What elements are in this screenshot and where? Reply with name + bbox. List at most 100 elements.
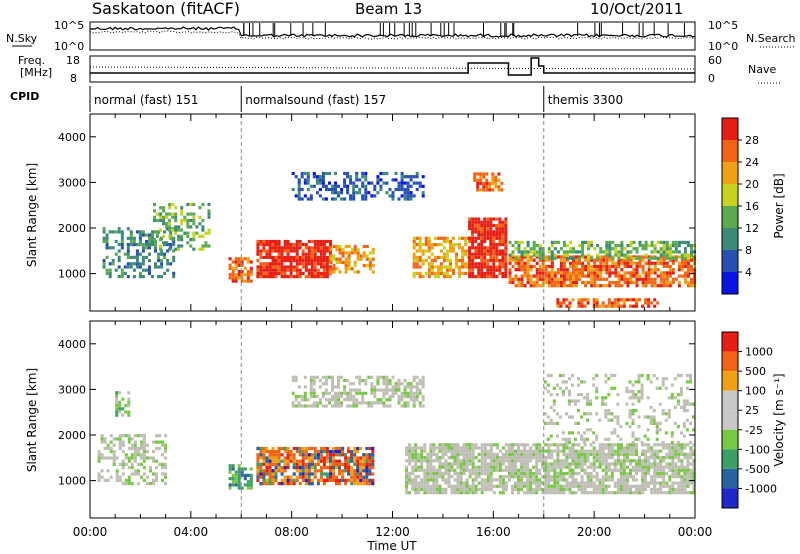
- scatter-cell: [562, 484, 566, 488]
- scatter-cell: [668, 452, 672, 456]
- scatter-cell: [520, 255, 524, 259]
- scatter-cell: [307, 271, 311, 275]
- scatter-cell: [452, 271, 455, 275]
- scatter-cell: [268, 271, 272, 275]
- scatter-cell: [331, 378, 334, 383]
- scatter-cell: [541, 452, 545, 456]
- scatter-cell: [661, 412, 665, 416]
- scatter-cell: [313, 446, 317, 451]
- scatter-cell: [447, 443, 451, 447]
- scatter-cell: [289, 478, 293, 482]
- scatter-cell: [674, 277, 678, 281]
- scatter-cell: [414, 452, 418, 456]
- scatter-cell: [480, 446, 484, 450]
- scatter-cell: [435, 452, 439, 456]
- scatter-cell: [307, 262, 311, 266]
- scatter-cell: [665, 491, 669, 495]
- scatter-cell: [632, 280, 636, 285]
- scatter-cell: [301, 262, 305, 266]
- scatter-cell: [491, 181, 495, 186]
- scatter-cell: [480, 262, 484, 266]
- scatter-cell: [656, 449, 660, 453]
- scatter-cell: [686, 491, 690, 495]
- scatter-cell: [468, 462, 472, 466]
- scatter-cell: [337, 404, 340, 408]
- scatter-cell: [562, 443, 566, 447]
- scatter-cell: [158, 446, 162, 451]
- scatter-cell: [376, 375, 380, 379]
- scatter-cell: [601, 468, 605, 472]
- scatter-cell: [575, 277, 578, 281]
- scatter-cell: [608, 244, 612, 248]
- scatter-cell: [152, 450, 155, 454]
- scatter-cell: [471, 259, 475, 263]
- scatter-cell: [659, 456, 663, 460]
- scatter-cell: [541, 459, 545, 463]
- scatter-cell: [625, 452, 629, 456]
- scatter-cell: [486, 249, 490, 253]
- scatter-cell: [544, 478, 548, 482]
- scatter-cell: [495, 446, 499, 450]
- scatter-cell: [495, 465, 499, 469]
- scatter-cell: [417, 456, 421, 460]
- scatter-cell: [659, 240, 663, 244]
- scatter-cell: [543, 380, 547, 384]
- scatter-cell: [259, 271, 263, 275]
- scatter-cell: [100, 440, 104, 444]
- scatter-cell: [455, 262, 458, 266]
- scatter-cell: [644, 298, 648, 302]
- scatter-cell: [647, 268, 651, 272]
- scatter-cell: [414, 456, 418, 460]
- scatter-cell: [442, 271, 446, 275]
- scatter-cell: [159, 218, 163, 223]
- scatter-cell: [547, 465, 551, 469]
- scatter-cell: [598, 487, 602, 492]
- scatter-cell: [303, 178, 307, 182]
- scatter-cell: [338, 248, 342, 252]
- scatter-cell: [256, 462, 260, 466]
- scatter-cell: [685, 399, 689, 403]
- scatter-cell: [625, 478, 629, 482]
- scatter-cell: [647, 484, 651, 488]
- scatter-cell: [562, 250, 566, 254]
- scatter-cell: [626, 261, 630, 265]
- scatter-cell: [601, 459, 605, 463]
- scatter-cell: [133, 456, 137, 460]
- scatter-cell: [614, 271, 618, 275]
- power-ylabel: Slant Range [km]: [25, 163, 39, 267]
- scatter-cell: [480, 220, 484, 224]
- scatter-cell: [313, 456, 317, 460]
- scatter-cell: [662, 240, 666, 244]
- scatter-cell: [321, 394, 325, 399]
- scatter-cell: [632, 468, 635, 472]
- nsky-trace: [89, 23, 696, 40]
- scatter-cell: [659, 462, 663, 466]
- scatter-cell: [523, 247, 527, 251]
- scatter-cell: [283, 446, 287, 451]
- scatter-cell: [316, 478, 320, 482]
- scatter-cell: [331, 404, 334, 408]
- scatter-cell: [421, 249, 425, 253]
- scatter-cell: [614, 261, 618, 265]
- scatter-cell: [664, 431, 668, 435]
- scatter-cell: [544, 459, 548, 463]
- scatter-cell: [159, 206, 163, 210]
- scatter-cell: [601, 452, 605, 456]
- scatter-cell: [117, 249, 121, 253]
- scatter-cell: [501, 259, 505, 263]
- scatter-cell: [316, 262, 320, 266]
- scatter-cell: [356, 466, 360, 470]
- scatter-cell: [520, 443, 524, 447]
- scatter-cell: [376, 388, 380, 392]
- scatter-cell: [532, 250, 536, 254]
- scatter-cell: [361, 398, 365, 402]
- scatter-cell: [439, 255, 443, 259]
- scatter-cell: [262, 246, 266, 250]
- scatter-cell: [265, 243, 269, 247]
- scatter-cell: [583, 468, 587, 472]
- scatter-cell: [605, 244, 609, 248]
- nave-label: Nave: [748, 63, 776, 76]
- scatter-cell: [653, 244, 657, 248]
- scatter-cell: [349, 398, 353, 402]
- scatter-cell: [495, 249, 499, 253]
